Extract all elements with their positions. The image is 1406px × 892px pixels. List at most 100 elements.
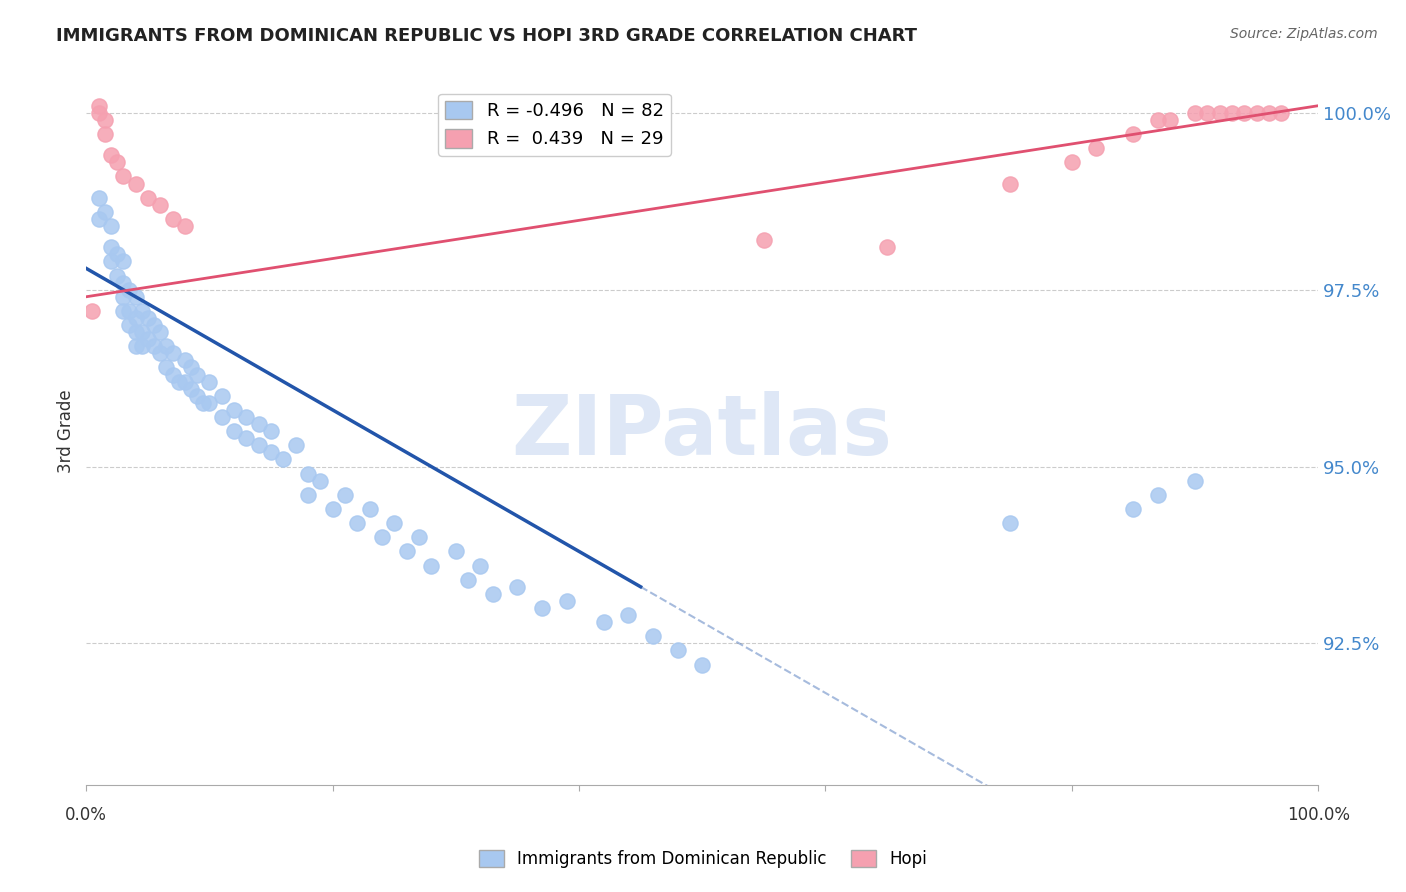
Point	[666, 643, 689, 657]
Point	[131, 339, 153, 353]
Point	[297, 467, 319, 481]
Point	[149, 325, 172, 339]
Point	[260, 424, 283, 438]
Point	[371, 530, 394, 544]
Point	[162, 211, 184, 226]
Point	[173, 375, 195, 389]
Point	[1257, 105, 1279, 120]
Point	[224, 403, 246, 417]
Point	[235, 431, 257, 445]
Point	[457, 573, 479, 587]
Point	[1159, 112, 1181, 127]
Point	[118, 318, 141, 332]
Point	[1122, 127, 1144, 141]
Point	[395, 544, 418, 558]
Point	[162, 368, 184, 382]
Point	[1233, 105, 1256, 120]
Point	[617, 608, 640, 623]
Point	[105, 155, 128, 169]
Point	[112, 254, 135, 268]
Point	[118, 304, 141, 318]
Point	[124, 310, 146, 325]
Point	[136, 332, 159, 346]
Point	[100, 219, 122, 233]
Point	[408, 530, 430, 544]
Point	[224, 424, 246, 438]
Point	[143, 339, 166, 353]
Point	[641, 629, 664, 643]
Point	[1246, 105, 1268, 120]
Point	[162, 346, 184, 360]
Point	[198, 396, 221, 410]
Point	[105, 247, 128, 261]
Point	[1147, 488, 1170, 502]
Point	[1060, 155, 1083, 169]
Point	[382, 516, 405, 530]
Point	[247, 438, 270, 452]
Point	[198, 375, 221, 389]
Point	[94, 205, 117, 219]
Point	[284, 438, 307, 452]
Point	[444, 544, 467, 558]
Point	[592, 615, 614, 629]
Point	[1122, 502, 1144, 516]
Point	[100, 240, 122, 254]
Point	[481, 587, 503, 601]
Point	[193, 396, 215, 410]
Point	[155, 360, 177, 375]
Point	[173, 353, 195, 368]
Point	[211, 409, 233, 424]
Point	[346, 516, 368, 530]
Point	[124, 177, 146, 191]
Point	[143, 318, 166, 332]
Text: IMMIGRANTS FROM DOMINICAN REPUBLIC VS HOPI 3RD GRADE CORRELATION CHART: IMMIGRANTS FROM DOMINICAN REPUBLIC VS HO…	[56, 27, 917, 45]
Point	[333, 488, 356, 502]
Text: ZIPatlas: ZIPatlas	[512, 391, 893, 472]
Point	[82, 304, 104, 318]
Point	[690, 657, 713, 672]
Point	[124, 290, 146, 304]
Point	[118, 283, 141, 297]
Point	[998, 516, 1021, 530]
Point	[136, 191, 159, 205]
Point	[112, 290, 135, 304]
Point	[470, 558, 492, 573]
Point	[273, 452, 295, 467]
Point	[1197, 105, 1219, 120]
Point	[1208, 105, 1230, 120]
Point	[87, 99, 110, 113]
Point	[124, 339, 146, 353]
Point	[87, 105, 110, 120]
Point	[149, 346, 172, 360]
Text: 100.0%: 100.0%	[1286, 806, 1350, 824]
Point	[211, 389, 233, 403]
Legend: Immigrants from Dominican Republic, Hopi: Immigrants from Dominican Republic, Hopi	[472, 843, 934, 875]
Point	[167, 375, 190, 389]
Point	[1085, 141, 1108, 155]
Y-axis label: 3rd Grade: 3rd Grade	[58, 389, 75, 473]
Point	[420, 558, 443, 573]
Point	[180, 382, 202, 396]
Text: 0.0%: 0.0%	[65, 806, 107, 824]
Point	[173, 219, 195, 233]
Point	[186, 389, 208, 403]
Point	[235, 409, 257, 424]
Point	[1184, 474, 1206, 488]
Point	[506, 580, 529, 594]
Point	[136, 310, 159, 325]
Point	[112, 276, 135, 290]
Point	[322, 502, 344, 516]
Point	[124, 325, 146, 339]
Point	[105, 268, 128, 283]
Point	[100, 254, 122, 268]
Point	[100, 148, 122, 162]
Point	[297, 488, 319, 502]
Point	[131, 304, 153, 318]
Point	[555, 594, 578, 608]
Point	[180, 360, 202, 375]
Point	[876, 240, 898, 254]
Point	[531, 601, 554, 615]
Point	[94, 112, 117, 127]
Point	[186, 368, 208, 382]
Point	[94, 127, 117, 141]
